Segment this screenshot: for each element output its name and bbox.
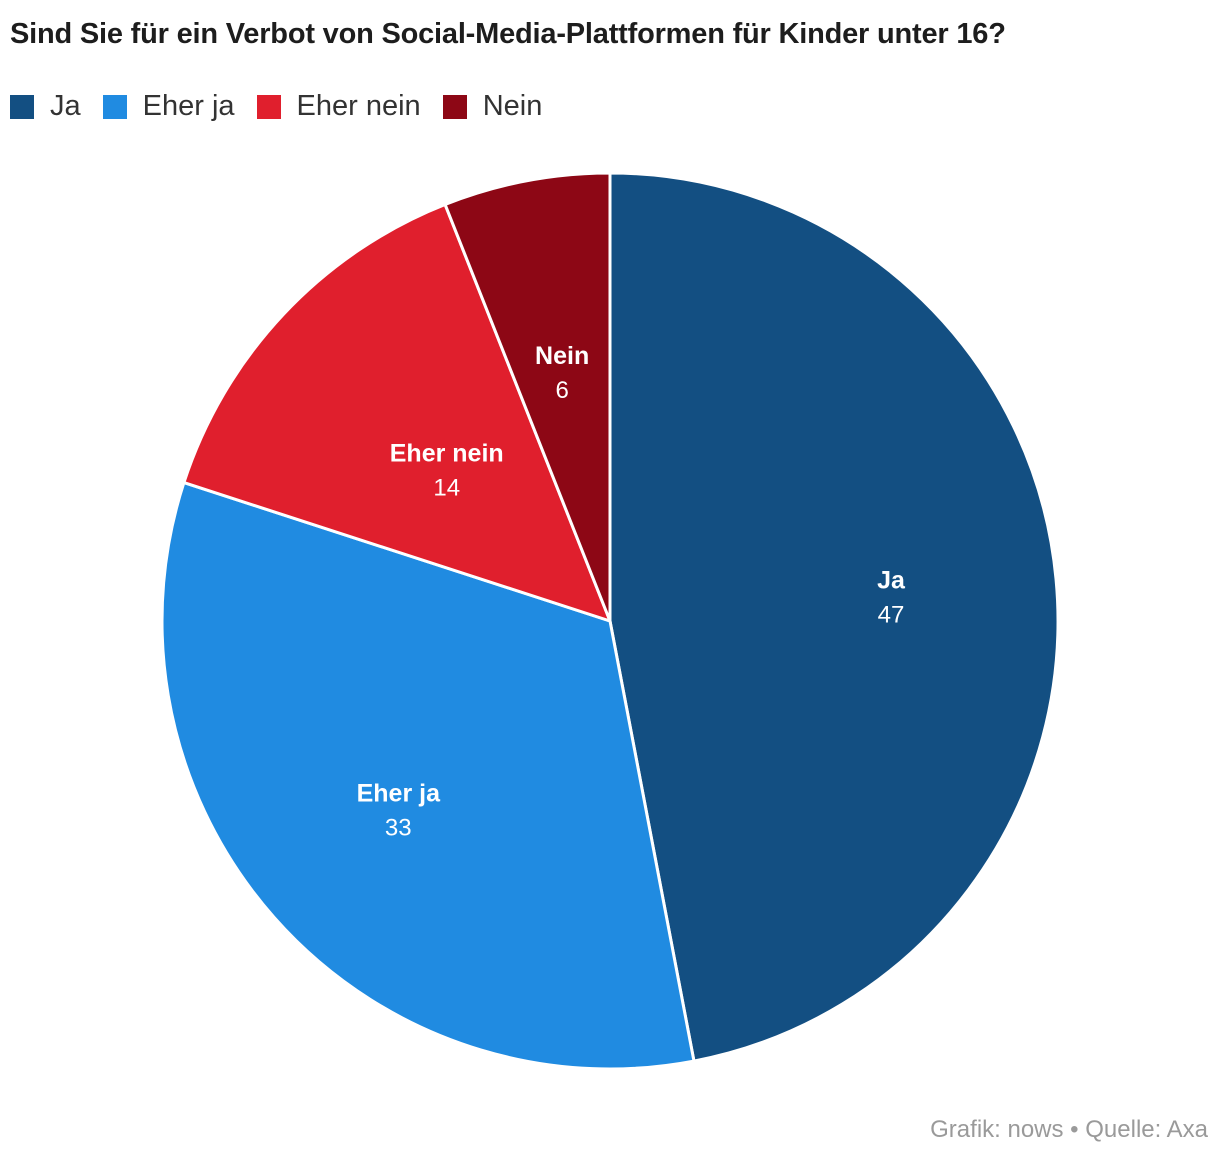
pie-slices xyxy=(160,171,1060,1071)
legend-item-eher-ja: Eher ja xyxy=(102,90,235,123)
slice-value-ja: 47 xyxy=(878,601,905,628)
legend-swatch-eher-ja xyxy=(102,94,127,119)
pie-labels: Ja 47 Eher ja 33 Eher nein 14 Nein 6 xyxy=(357,342,906,841)
legend-label-nein: Nein xyxy=(482,90,543,122)
legend: Ja Eher ja Eher nein Nein xyxy=(10,90,564,123)
pie-slice-eher-ja xyxy=(160,481,696,1071)
legend-item-nein: Nein xyxy=(442,90,543,123)
legend-item-ja: Ja xyxy=(10,90,81,123)
chart-title: Sind Sie für ein Verbot von Social-Media… xyxy=(10,18,1006,50)
pie-slice-ja xyxy=(608,171,1060,1063)
legend-swatch-ja xyxy=(10,94,34,119)
legend-label-eher-ja: Eher ja xyxy=(142,90,235,122)
legend-label-ja: Ja xyxy=(50,90,81,122)
legend-label-eher-nein: Eher nein xyxy=(296,90,421,122)
slice-value-eher-nein: 14 xyxy=(433,475,460,502)
legend-swatch-eher-nein xyxy=(256,94,281,119)
legend-item-eher-nein: Eher nein xyxy=(256,90,421,123)
source-note: Grafik: nows • Quelle: Axa xyxy=(930,1116,1208,1143)
slice-label-nein: Nein xyxy=(535,342,589,370)
slice-value-nein: 6 xyxy=(555,377,568,404)
slice-label-eher-ja: Eher ja xyxy=(357,780,441,808)
pie-slice-eher-nein xyxy=(182,202,612,623)
legend-swatch-nein xyxy=(442,94,467,119)
slice-label-eher-nein: Eher nein xyxy=(390,440,504,468)
pie-slice-nein xyxy=(443,171,612,623)
slice-label-ja: Ja xyxy=(877,566,906,594)
slice-value-eher-ja: 33 xyxy=(385,815,412,842)
